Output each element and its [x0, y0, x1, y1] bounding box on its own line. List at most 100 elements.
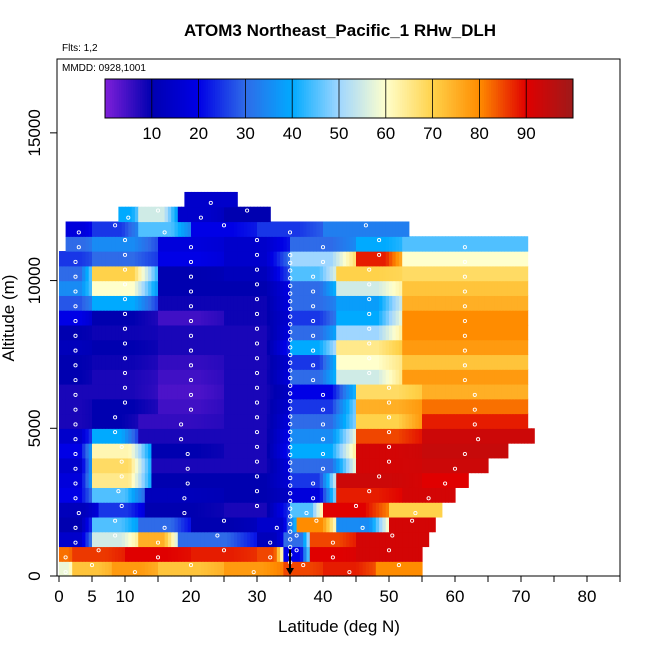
heatmap-cell — [224, 516, 228, 533]
heatmap-cell — [385, 561, 390, 577]
heatmap-cell — [177, 472, 182, 488]
heatmap-cell — [339, 561, 344, 577]
track-point — [367, 356, 372, 361]
heatmap-cell — [313, 324, 317, 341]
heatmap-cell — [428, 502, 433, 518]
heatmap-cell — [372, 354, 377, 370]
colorbar-swatch — [193, 79, 197, 118]
heatmap-cell — [171, 487, 176, 503]
heatmap-cell — [171, 206, 176, 223]
heatmap-cell — [362, 413, 367, 429]
heatmap-cell — [247, 531, 251, 548]
heatmap-cell — [101, 472, 106, 488]
colorbar-swatch — [303, 79, 307, 118]
heatmap-cell — [392, 502, 397, 518]
heatmap-cell — [438, 502, 443, 518]
heatmap-cell — [95, 221, 100, 237]
heatmap-cell — [224, 502, 228, 518]
heatmap-cell — [105, 561, 110, 577]
heatmap-cell — [468, 369, 473, 385]
colorbar-swatch — [273, 79, 277, 118]
heatmap-cell — [441, 369, 446, 385]
heatmap-cell — [276, 354, 281, 370]
heatmap-cell — [62, 531, 67, 548]
colorbar-swatch — [390, 79, 394, 118]
heatmap-cell — [217, 295, 222, 311]
heatmap-cell — [253, 206, 258, 223]
heatmap-cell — [181, 236, 185, 252]
colorbar-swatch — [547, 79, 551, 118]
heatmap-cell — [171, 383, 176, 400]
heatmap-cell — [95, 398, 100, 415]
heatmap-cell — [517, 383, 522, 400]
heatmap-cell — [233, 339, 238, 356]
heatmap-cell — [158, 457, 162, 474]
heatmap-cell — [65, 221, 70, 237]
heatmap-cell — [286, 236, 291, 252]
heatmap-cell — [111, 487, 116, 503]
heatmap-cell — [372, 428, 377, 444]
heatmap-cell — [468, 295, 473, 311]
heatmap-cell — [128, 280, 133, 296]
heatmap-cell — [425, 457, 430, 474]
heatmap-cell — [290, 413, 294, 429]
heatmap-cell — [283, 295, 288, 311]
heatmap-cell — [504, 369, 509, 385]
heatmap-cell — [167, 324, 172, 341]
heatmap-cell — [425, 324, 430, 341]
heatmap-cell — [379, 516, 383, 533]
heatmap-cell — [382, 443, 387, 459]
heatmap-cell — [418, 561, 423, 577]
heatmap-cell — [115, 457, 119, 474]
heatmap-cell — [247, 472, 251, 488]
heatmap-cell — [148, 561, 152, 577]
heatmap-cell — [336, 398, 341, 415]
heatmap-cell — [484, 310, 489, 326]
heatmap-cell — [372, 221, 377, 237]
heatmap-cell — [303, 236, 308, 252]
heatmap-cell — [375, 383, 380, 400]
heatmap-cell — [369, 531, 374, 548]
heatmap-cell — [382, 354, 387, 370]
heatmap-cell — [177, 531, 182, 548]
heatmap-cell — [369, 472, 374, 488]
heatmap-cell — [250, 324, 255, 341]
heatmap-cell — [111, 443, 116, 459]
heatmap-cell — [247, 413, 251, 429]
heatmap-cell — [88, 265, 93, 282]
heatmap-cell — [346, 251, 350, 267]
heatmap-cell — [276, 221, 281, 237]
heatmap-cell — [501, 339, 506, 356]
heatmap-cell — [517, 280, 522, 296]
heatmap-cell — [121, 221, 126, 237]
colorbar-swatch — [254, 79, 258, 118]
heatmap-cell — [164, 383, 169, 400]
heatmap-cell — [438, 295, 443, 311]
colorbar-swatch — [278, 79, 281, 118]
heatmap-cell — [59, 369, 63, 385]
heatmap-cell — [111, 502, 116, 518]
heatmap-cell — [309, 280, 314, 296]
heatmap-cell — [181, 398, 185, 415]
heatmap-cell — [527, 428, 532, 444]
heatmap-cell — [95, 561, 100, 577]
heatmap-cell — [108, 324, 113, 341]
heatmap-cell — [280, 295, 284, 311]
heatmap-cell — [405, 428, 410, 444]
heatmap-cell — [184, 265, 189, 282]
heatmap-cell — [138, 310, 143, 326]
heatmap-cell — [408, 310, 413, 326]
heatmap-cell — [121, 251, 126, 267]
heatmap-cell — [177, 280, 182, 296]
heatmap-cell — [237, 383, 242, 400]
heatmap-cell — [441, 324, 446, 341]
heatmap-cell — [395, 280, 400, 296]
track-point — [386, 430, 392, 435]
track-point — [76, 511, 81, 516]
heatmap-cell — [415, 472, 420, 488]
track-point — [73, 437, 78, 442]
colorbar-swatch — [465, 79, 469, 118]
heatmap-cell — [514, 398, 519, 415]
heatmap-cell — [389, 236, 393, 252]
heatmap-cell — [220, 354, 225, 370]
